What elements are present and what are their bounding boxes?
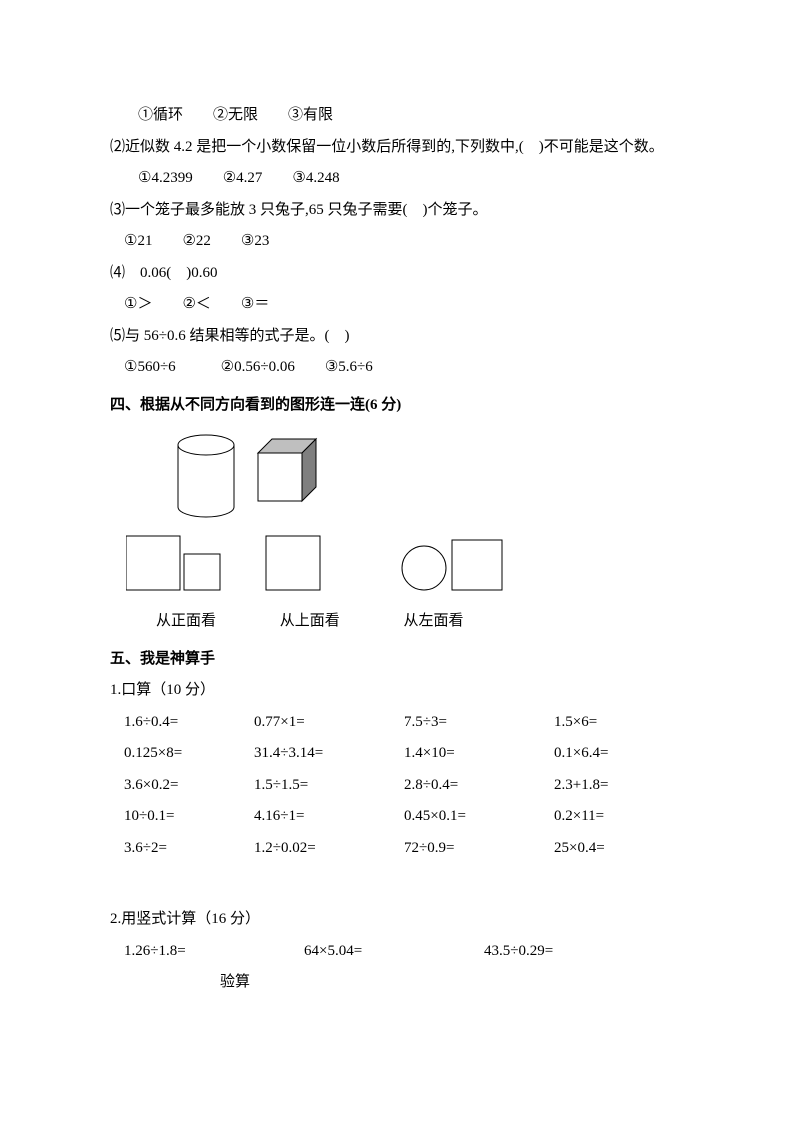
vertical-calc-row: 1.26÷1.8= 64×5.04= 43.5÷0.29=	[124, 936, 710, 968]
q3-options: ①21 ②22 ③23	[124, 226, 710, 258]
cell: 1.5÷1.5=	[254, 770, 404, 802]
cell: 1.4×10=	[404, 738, 554, 770]
section-5-title: 五、我是神算手	[110, 644, 710, 676]
diagram-top	[126, 429, 710, 524]
cell: 0.77×1=	[254, 707, 404, 739]
cell: 10÷0.1=	[124, 801, 254, 833]
q2-stem: ⑵近似数 4.2 是把一个小数保留一位小数后所得到的,下列数中,( )不可能是这…	[110, 132, 710, 164]
cell: 2.3+1.8=	[554, 770, 704, 802]
page: ①循环 ②无限 ③有限 ⑵近似数 4.2 是把一个小数保留一位小数后所得到的,下…	[0, 0, 800, 1059]
diagram-bottom	[126, 532, 710, 604]
cell: 3.6×0.2=	[124, 770, 254, 802]
caption-front: 从正面看	[126, 606, 246, 638]
solids-icon	[126, 429, 336, 524]
cell: 0.1×6.4=	[554, 738, 704, 770]
vcalc-1: 1.26÷1.8=	[124, 936, 304, 968]
cell: 4.16÷1=	[254, 801, 404, 833]
mental-calc-grid: 1.6÷0.4= 0.77×1= 7.5÷3= 1.5×6= 0.125×8= …	[124, 707, 710, 865]
q3-stem: ⑶一个笼子最多能放 3 只兔子,65 只兔子需要( )个笼子。	[110, 195, 710, 227]
vcalc-check: 验算	[220, 967, 710, 999]
cell: 2.8÷0.4=	[404, 770, 554, 802]
cell: 31.4÷3.14=	[254, 738, 404, 770]
mental-calc-title: 1.口算（10 分）	[110, 675, 710, 707]
q4-stem: ⑷ 0.06( )0.60	[110, 258, 710, 290]
vertical-calc-title: 2.用竖式计算（16 分）	[110, 904, 710, 936]
q1-options: ①循环 ②无限 ③有限	[138, 100, 710, 132]
vcalc-3: 43.5÷0.29=	[484, 936, 664, 968]
q5-options: ①560÷6 ②0.56÷0.06 ③5.6÷6	[124, 352, 710, 384]
q5-stem: ⑸与 56÷0.6 结果相等的式子是。( )	[110, 321, 710, 353]
cell: 1.6÷0.4=	[124, 707, 254, 739]
caption-left: 从左面看	[374, 606, 494, 638]
cell: 72÷0.9=	[404, 833, 554, 865]
caption-top: 从上面看	[250, 606, 370, 638]
views-icon	[126, 532, 546, 604]
q4-options: ①＞ ②＜ ③＝	[124, 289, 710, 321]
cell: 0.125×8=	[124, 738, 254, 770]
cell: 7.5÷3=	[404, 707, 554, 739]
cell: 1.2÷0.02=	[254, 833, 404, 865]
cell: 25×0.4=	[554, 833, 704, 865]
cell: 1.5×6=	[554, 707, 704, 739]
cell: 0.2×11=	[554, 801, 704, 833]
view-captions: 从正面看 从上面看 从左面看	[126, 606, 710, 638]
cell: 3.6÷2=	[124, 833, 254, 865]
section-4-title: 四、根据从不同方向看到的图形连一连(6 分)	[110, 390, 710, 422]
q2-options: ①4.2399 ②4.27 ③4.248	[138, 163, 710, 195]
vcalc-2: 64×5.04=	[304, 936, 484, 968]
cell: 0.45×0.1=	[404, 801, 554, 833]
